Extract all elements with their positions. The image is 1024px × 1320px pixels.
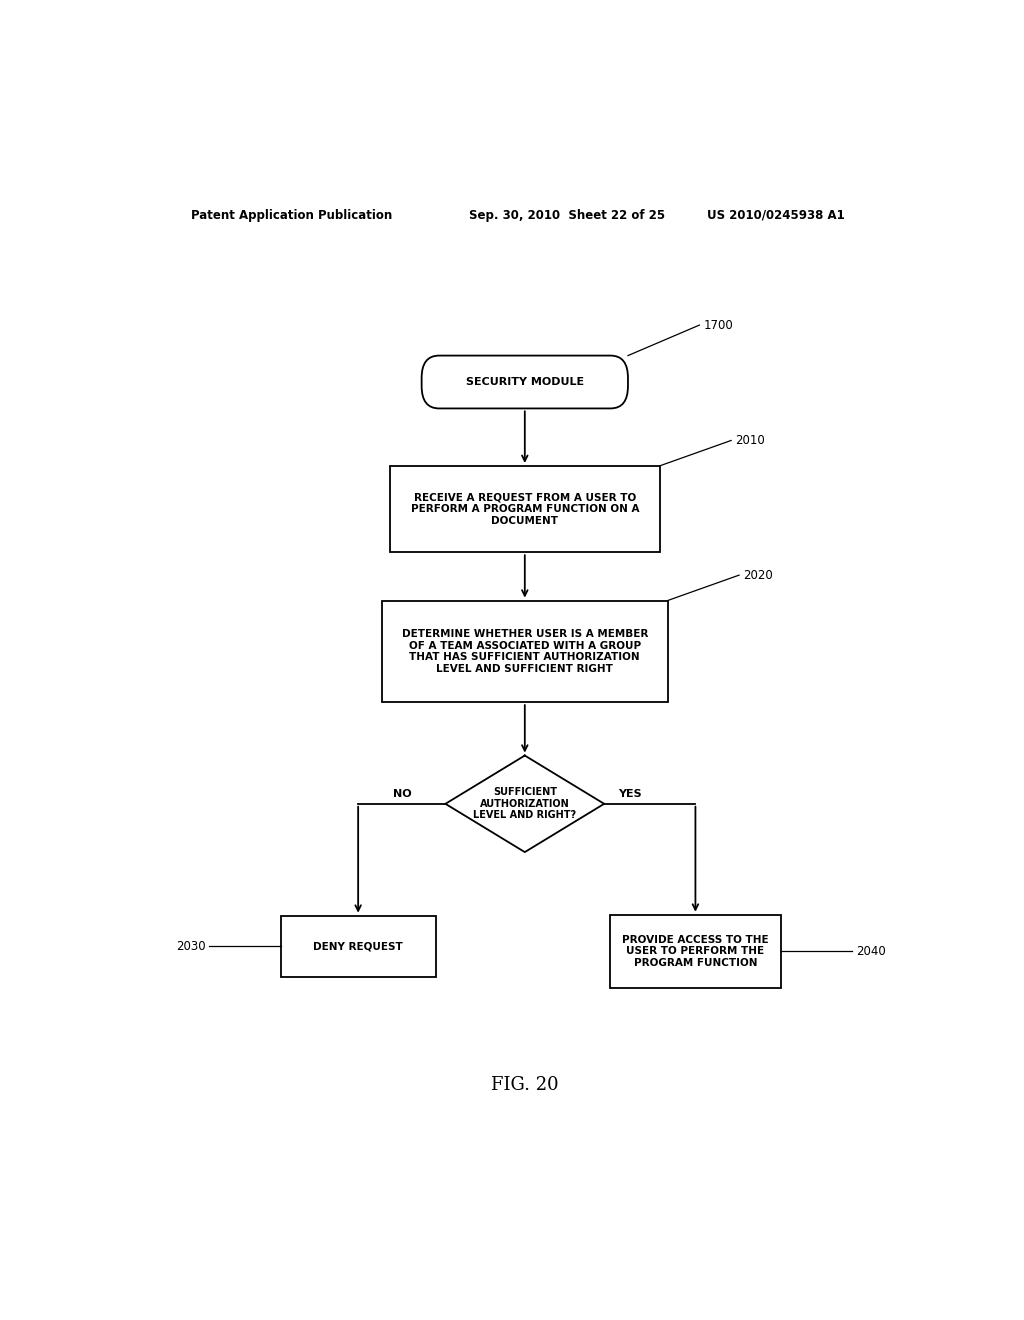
Text: SUFFICIENT
AUTHORIZATION
LEVEL AND RIGHT?: SUFFICIENT AUTHORIZATION LEVEL AND RIGHT… bbox=[473, 787, 577, 821]
Text: SECURITY MODULE: SECURITY MODULE bbox=[466, 378, 584, 387]
Text: 2020: 2020 bbox=[743, 569, 773, 582]
Bar bbox=[281, 916, 435, 977]
Text: 1700: 1700 bbox=[703, 318, 733, 331]
Text: FIG. 20: FIG. 20 bbox=[490, 1076, 559, 1094]
Bar bbox=[382, 601, 668, 702]
Text: Patent Application Publication: Patent Application Publication bbox=[191, 209, 393, 222]
Text: DENY REQUEST: DENY REQUEST bbox=[313, 941, 403, 952]
Polygon shape bbox=[445, 755, 604, 853]
FancyBboxPatch shape bbox=[422, 355, 628, 408]
Bar bbox=[390, 466, 659, 552]
Text: 2010: 2010 bbox=[735, 434, 765, 447]
Text: 2040: 2040 bbox=[856, 945, 886, 958]
Text: 2030: 2030 bbox=[176, 940, 206, 953]
Text: NO: NO bbox=[393, 788, 412, 799]
Bar bbox=[610, 915, 780, 987]
Text: Sep. 30, 2010  Sheet 22 of 25: Sep. 30, 2010 Sheet 22 of 25 bbox=[469, 209, 666, 222]
Text: US 2010/0245938 A1: US 2010/0245938 A1 bbox=[708, 209, 845, 222]
Text: PROVIDE ACCESS TO THE
USER TO PERFORM THE
PROGRAM FUNCTION: PROVIDE ACCESS TO THE USER TO PERFORM TH… bbox=[623, 935, 769, 968]
Text: YES: YES bbox=[618, 788, 642, 799]
Text: DETERMINE WHETHER USER IS A MEMBER
OF A TEAM ASSOCIATED WITH A GROUP
THAT HAS SU: DETERMINE WHETHER USER IS A MEMBER OF A … bbox=[401, 628, 648, 673]
Text: RECEIVE A REQUEST FROM A USER TO
PERFORM A PROGRAM FUNCTION ON A
DOCUMENT: RECEIVE A REQUEST FROM A USER TO PERFORM… bbox=[411, 492, 639, 525]
